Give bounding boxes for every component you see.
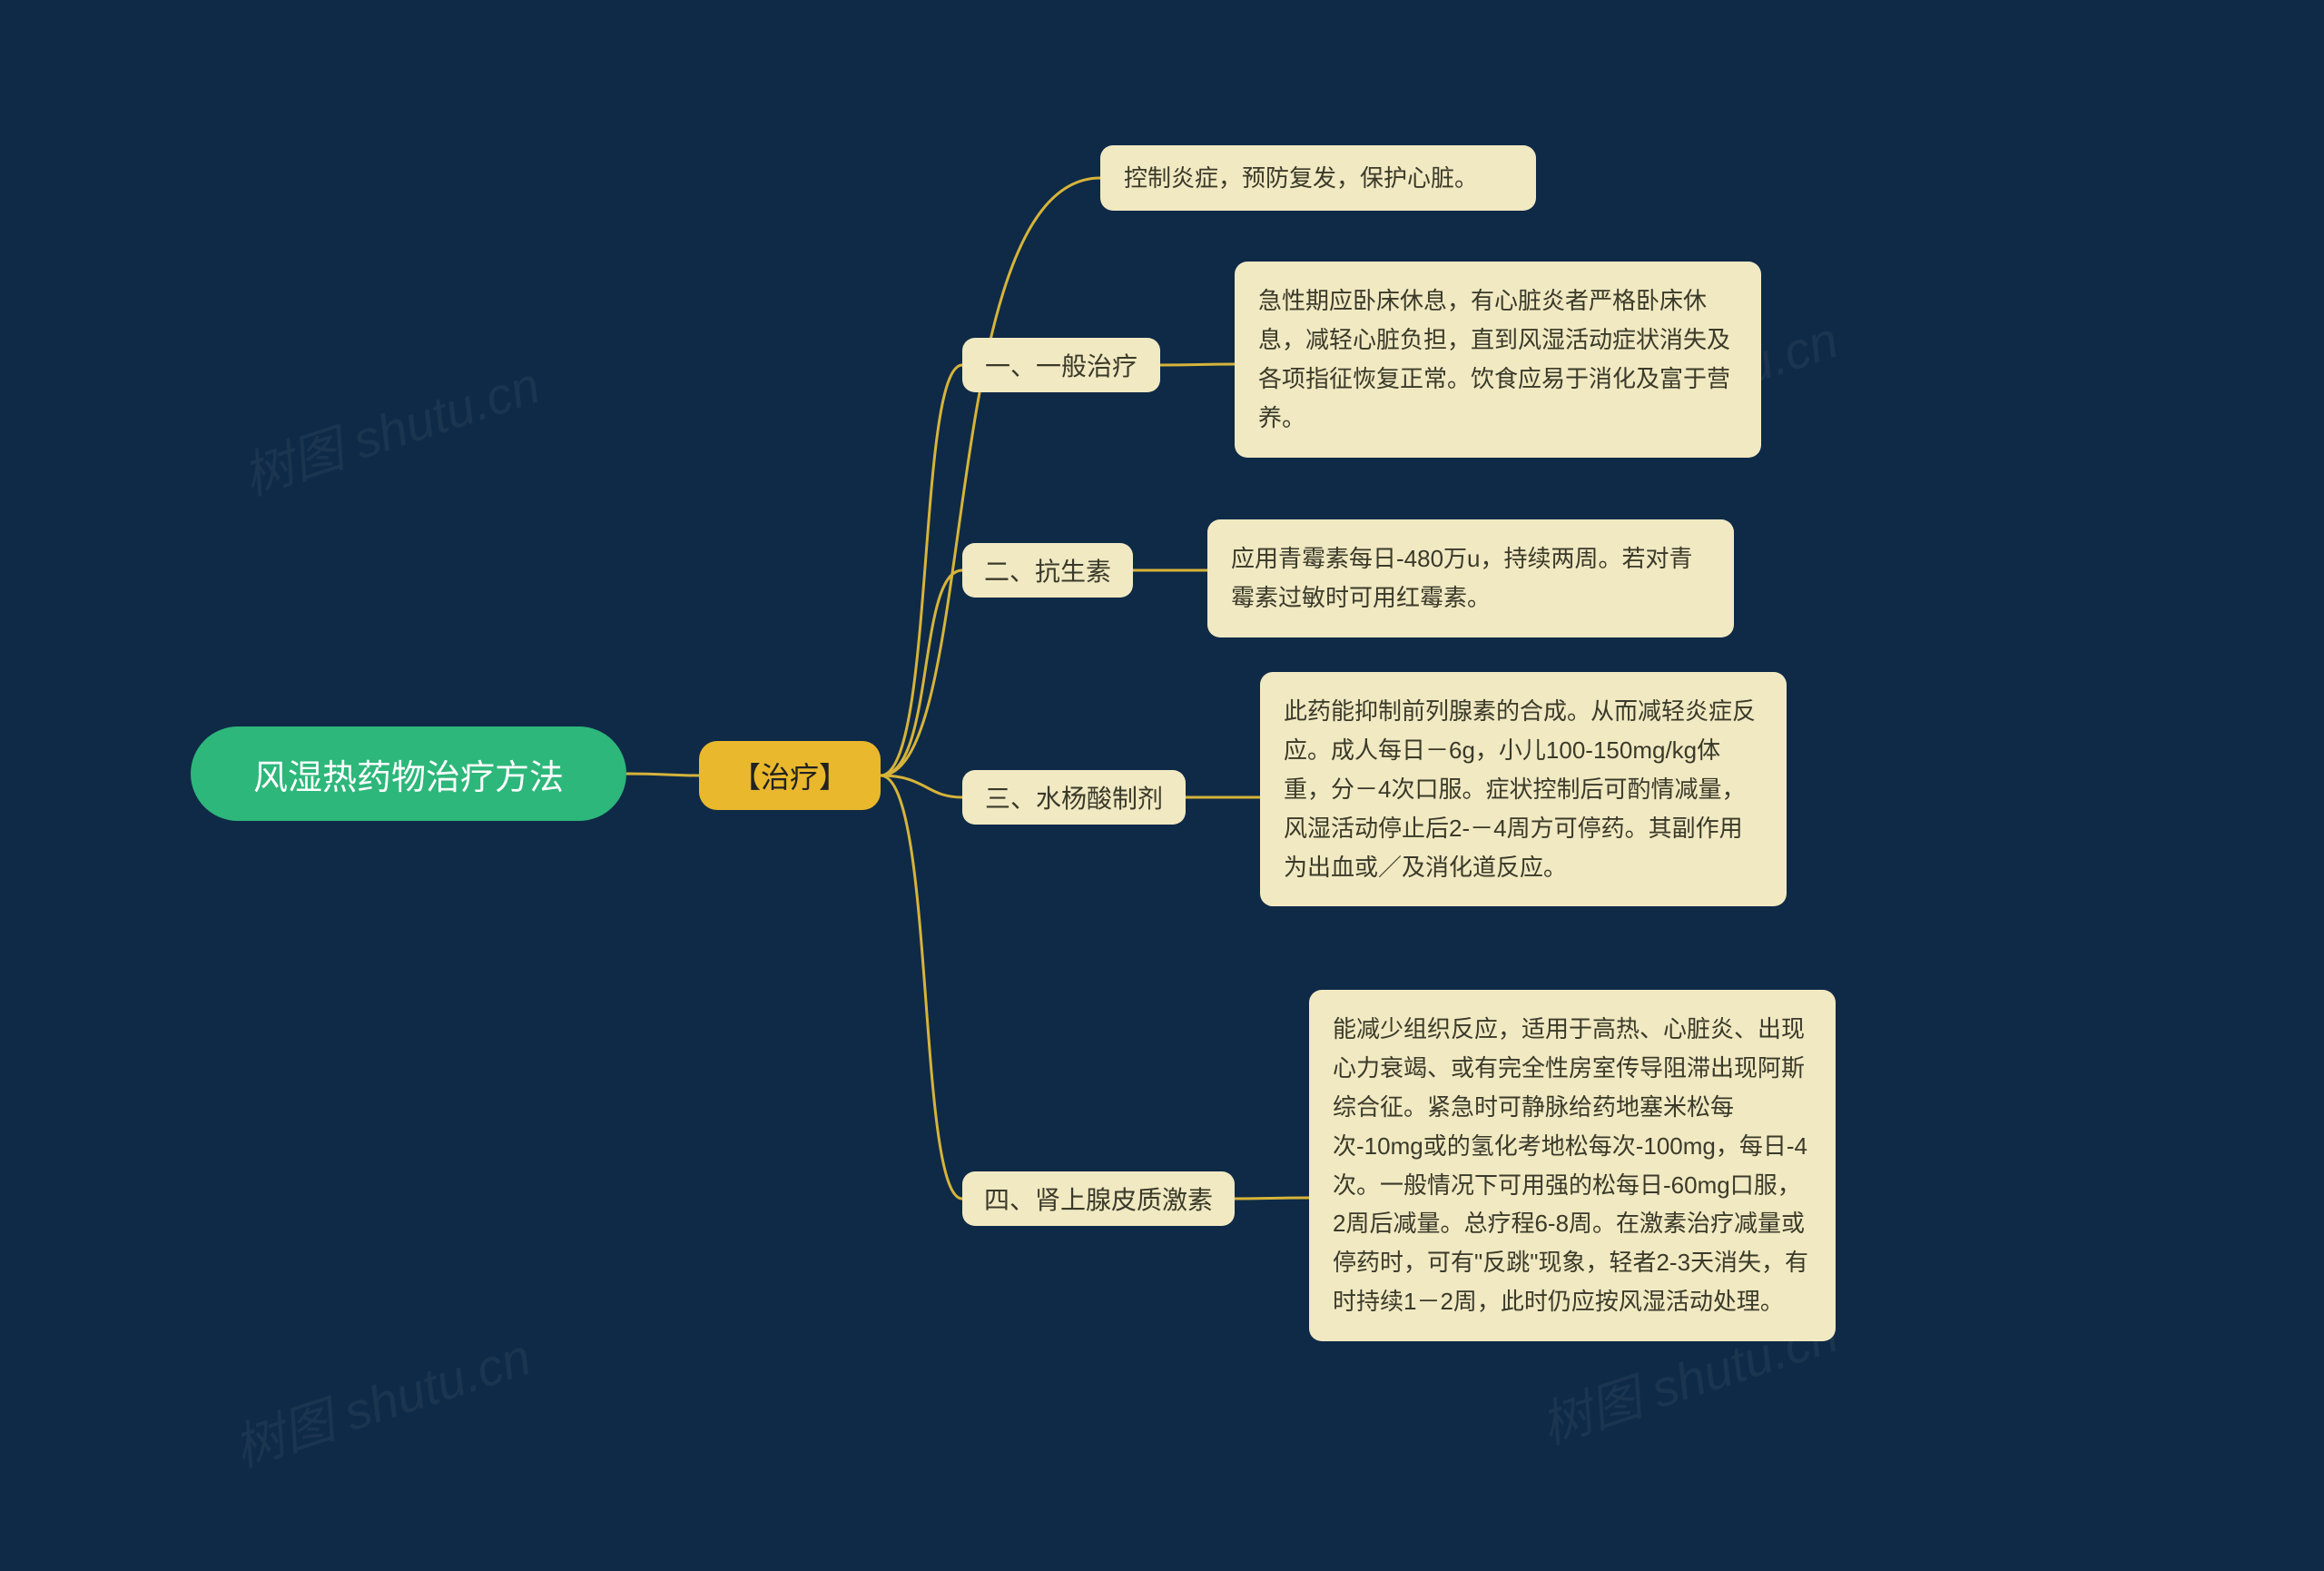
mindmap-canvas: 树图 shutu.cn 树图 shutu.cn 树图 shutu.cn 树图 s… bbox=[0, 0, 2324, 1571]
node-leaf-antibiotic[interactable]: 应用青霉素每日-480万u，持续两周。若对青霉素过敏时可用红霉素。 bbox=[1207, 519, 1734, 637]
node-l2-corticoid[interactable]: 四、肾上腺皮质激素 bbox=[962, 1171, 1235, 1226]
node-leaf-salicylic[interactable]: 此药能抑制前列腺素的合成。从而减轻炎症反应。成人每日－6g，小儿100-150m… bbox=[1260, 672, 1787, 906]
node-l2-general[interactable]: 一、一般治疗 bbox=[962, 338, 1160, 392]
edge-root-l1 bbox=[626, 774, 699, 776]
node-l2-label: 四、肾上腺皮质激素 bbox=[984, 1181, 1213, 1217]
node-l2-label: 三、水杨酸制剂 bbox=[985, 779, 1163, 815]
node-leaf-text: 此药能抑制前列腺素的合成。从而减轻炎症反应。成人每日－6g，小儿100-150m… bbox=[1284, 692, 1763, 886]
edge-corticoid-leaf bbox=[1235, 1198, 1309, 1199]
edge-l1-intro bbox=[881, 178, 1100, 776]
edge-l1-corticoid bbox=[881, 776, 962, 1199]
node-l2-antibiotic[interactable]: 二、抗生素 bbox=[962, 543, 1133, 598]
watermark: 树图 shutu.cn bbox=[232, 345, 548, 510]
edge-l1-antibiotic bbox=[881, 570, 962, 776]
node-l1-label: 【治疗】 bbox=[732, 755, 848, 796]
node-leaf-intro[interactable]: 控制炎症，预防复发，保护心脏。 bbox=[1100, 145, 1536, 211]
node-leaf-text: 能减少组织反应，适用于高热、心脏炎、出现心力衰竭、或有完全性房室传导阻滞出现阿斯… bbox=[1333, 1010, 1812, 1321]
node-leaf-corticoid[interactable]: 能减少组织反应，适用于高热、心脏炎、出现心力衰竭、或有完全性房室传导阻滞出现阿斯… bbox=[1309, 990, 1836, 1341]
edge-general-leaf bbox=[1160, 364, 1235, 365]
edge-l1-general bbox=[881, 365, 962, 776]
node-leaf-text: 应用青霉素每日-480万u，持续两周。若对青霉素过敏时可用红霉素。 bbox=[1231, 539, 1710, 618]
node-root[interactable]: 风湿热药物治疗方法 bbox=[191, 726, 626, 821]
node-root-label: 风湿热药物治疗方法 bbox=[253, 749, 564, 799]
watermark: 树图 shutu.cn bbox=[223, 1317, 539, 1482]
node-l2-label: 一、一般治疗 bbox=[985, 347, 1137, 383]
node-leaf-general[interactable]: 急性期应卧床休息，有心脏炎者严格卧床休息，减轻心脏负担，直到风湿活动症状消失及各… bbox=[1235, 262, 1761, 458]
node-leaf-text: 控制炎症，预防复发，保护心脏。 bbox=[1124, 159, 1478, 198]
node-l2-label: 二、抗生素 bbox=[984, 552, 1111, 588]
edge-l1-salicylic bbox=[881, 776, 962, 797]
node-leaf-text: 急性期应卧床休息，有心脏炎者严格卧床休息，减轻心脏负担，直到风湿活动症状消失及各… bbox=[1258, 282, 1738, 438]
node-l2-salicylic[interactable]: 三、水杨酸制剂 bbox=[962, 770, 1186, 825]
node-l1-treatment[interactable]: 【治疗】 bbox=[699, 741, 881, 810]
